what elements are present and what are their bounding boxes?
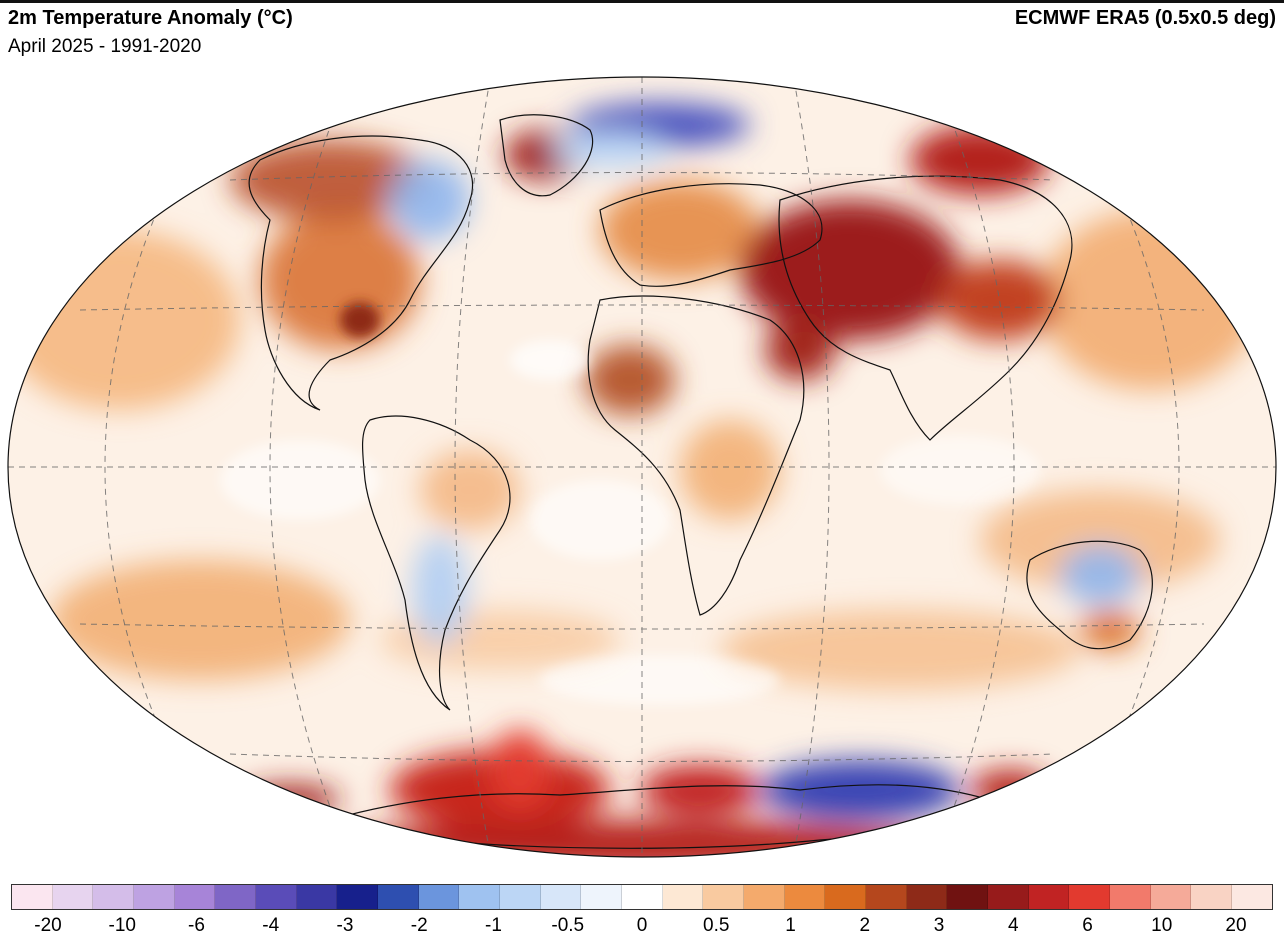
map-frame bbox=[7, 76, 1277, 858]
colorbar-cell bbox=[540, 885, 582, 909]
colorbar-tick-label: 1 bbox=[785, 915, 796, 936]
colorbar-cell bbox=[215, 885, 257, 909]
colorbar-cell bbox=[581, 885, 623, 909]
colorbar-cell bbox=[296, 885, 338, 909]
colorbar-cell bbox=[500, 885, 541, 909]
colorbar-cell bbox=[93, 885, 135, 909]
colorbar-cell bbox=[906, 885, 948, 909]
colorbar-cell bbox=[988, 885, 1029, 909]
colorbar-tick-label: 2 bbox=[859, 915, 871, 936]
colorbar-cell bbox=[622, 885, 663, 909]
colorbar-cell bbox=[784, 885, 826, 909]
colorbar-cell bbox=[337, 885, 379, 909]
colorbar-tick-label: 3 bbox=[933, 915, 945, 936]
colorbar-tick-label: -20 bbox=[34, 915, 62, 936]
colorbar-cell bbox=[256, 885, 297, 909]
colorbar-cell bbox=[662, 885, 704, 909]
anomaly-colorbar bbox=[11, 884, 1273, 910]
colorbar-cell bbox=[418, 885, 460, 909]
colorbar-cell bbox=[947, 885, 989, 909]
data-source-label: ECMWF ERA5 (0.5x0.5 deg) bbox=[1014, 7, 1276, 29]
colorbar-tick-label: -1 bbox=[485, 915, 502, 936]
colorbar-cell bbox=[52, 885, 94, 909]
colorbar-tick-label: 6 bbox=[1082, 915, 1093, 936]
colorbar-cell bbox=[1150, 885, 1192, 909]
colorbar-tick-label: -3 bbox=[336, 915, 354, 936]
colorbar-cell bbox=[1069, 885, 1111, 909]
anomaly-blobs-fine bbox=[220, 302, 1040, 705]
colorbar-cell bbox=[12, 885, 53, 909]
colorbar-cell bbox=[174, 885, 216, 909]
anomaly-field bbox=[8, 77, 1276, 857]
map-subtitle: April 2025 - 1991-2020 bbox=[8, 36, 202, 57]
graticule bbox=[8, 77, 1276, 857]
colorbar-tick-label: -4 bbox=[262, 915, 280, 936]
colorbar-tick-label: -10 bbox=[108, 915, 136, 936]
colorbar-tick-label: -0.5 bbox=[551, 915, 585, 936]
colorbar-tick-label: 0.5 bbox=[703, 915, 730, 936]
colorbar-tick-label: 10 bbox=[1151, 915, 1173, 936]
map-title: 2m Temperature Anomaly (°C) bbox=[8, 7, 293, 29]
colorbar-tick-label: 4 bbox=[1007, 915, 1019, 936]
colorbar-cell bbox=[825, 885, 867, 909]
colorbar-cell bbox=[1191, 885, 1233, 909]
colorbar-cell bbox=[1028, 885, 1070, 909]
colorbar-tick-label: 0 bbox=[636, 915, 648, 936]
colorbar-cell bbox=[459, 885, 501, 909]
colorbar-tick-label: -6 bbox=[188, 915, 205, 936]
colorbar-tick-label: -2 bbox=[410, 915, 428, 936]
colorbar-cell bbox=[1232, 885, 1272, 909]
top-rule bbox=[0, 0, 1284, 3]
colorbar-cell bbox=[744, 885, 785, 909]
colorbar-cell bbox=[1110, 885, 1151, 909]
colorbar-cell bbox=[378, 885, 419, 909]
colorbar-tick-label: 20 bbox=[1225, 915, 1247, 936]
colorbar-cell bbox=[866, 885, 907, 909]
colorbar-cell bbox=[703, 885, 745, 909]
colorbar-cell bbox=[134, 885, 175, 909]
world-anomaly-map bbox=[7, 76, 1277, 858]
